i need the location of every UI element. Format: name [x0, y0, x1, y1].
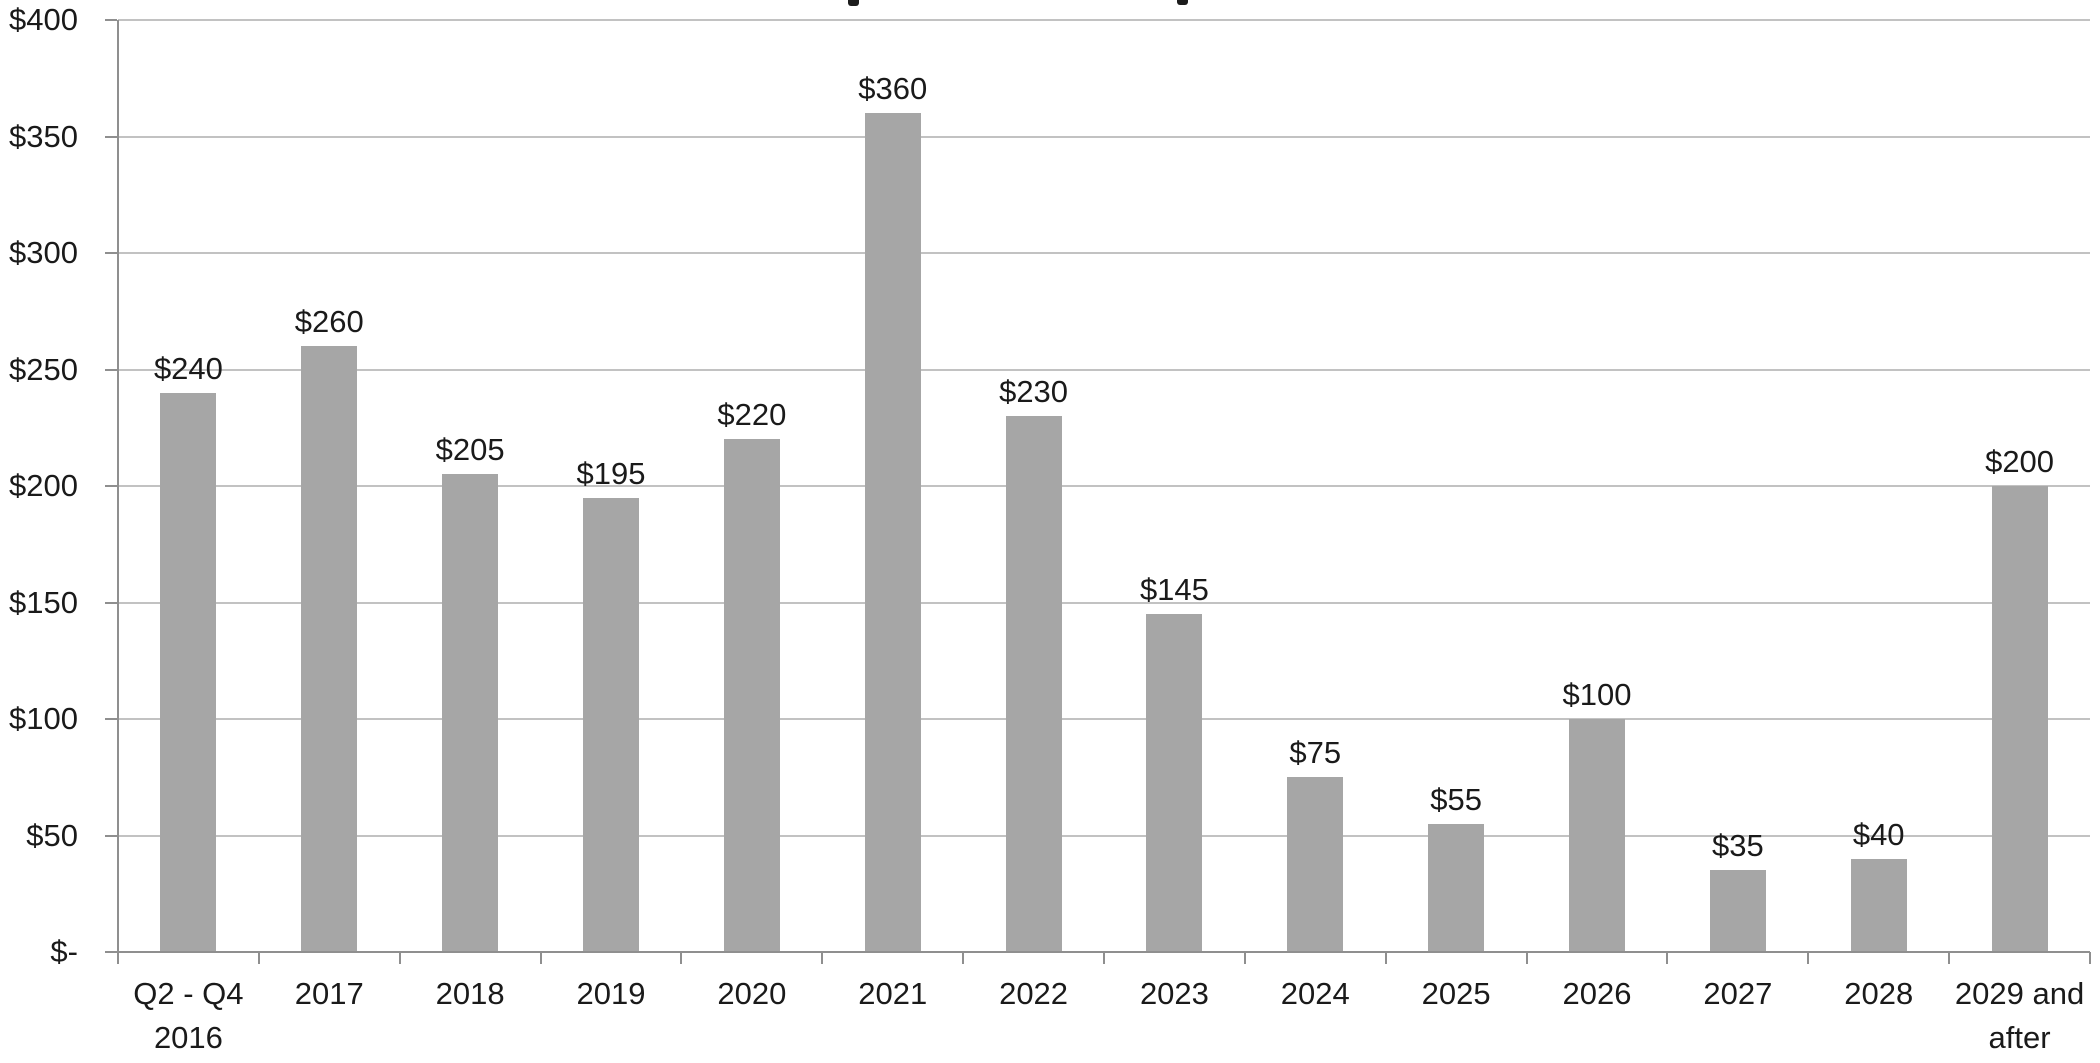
bar-value-label: $55 [1430, 781, 1482, 817]
y-axis-line [117, 20, 119, 952]
bar-value-label: $145 [1139, 572, 1209, 608]
x-axis-tick [821, 952, 824, 964]
x-axis-category-label: 2018 [435, 976, 505, 1011]
y-axis-tick-label: $150 [9, 584, 78, 620]
y-axis-tick [105, 834, 117, 837]
x-axis-tick [1948, 952, 1951, 964]
bar-value-label: $40 [1852, 816, 1905, 852]
gridline [118, 485, 2090, 487]
bar [1005, 416, 1062, 952]
bar [1709, 870, 1766, 952]
bar-value-label: $195 [576, 455, 646, 491]
y-axis-tick [105, 718, 117, 720]
x-axis-category-label: 2022 [999, 976, 1069, 1011]
y-axis-tick [105, 368, 117, 371]
gridline [118, 834, 2090, 837]
x-axis-tick [1666, 952, 1669, 964]
bar-value-label: $230 [999, 374, 1069, 410]
x-axis-category-label: Q2 - Q4 2016 [133, 976, 244, 1055]
y-axis-tick [105, 252, 117, 254]
x-axis-category-label: 2020 [717, 976, 787, 1011]
x-axis-tick [962, 952, 965, 964]
y-axis-tick-label: $400 [9, 2, 78, 37]
bar [864, 113, 921, 952]
gridline [118, 135, 2090, 138]
bar-value-label: $75 [1289, 735, 1342, 771]
y-axis-tick-label: $50 [26, 817, 78, 853]
x-axis-category-label: 2019 [576, 976, 646, 1011]
bar-value-label: $220 [717, 397, 787, 433]
bar [1287, 777, 1344, 952]
bar-value-label: $360 [858, 71, 928, 107]
x-axis-tick [398, 952, 401, 964]
x-axis-tick [1525, 952, 1528, 964]
bar [160, 392, 217, 952]
gridline [118, 252, 2090, 254]
gridline [118, 718, 2090, 720]
cropped-title-fragment [848, 0, 859, 6]
bar [1146, 614, 1203, 952]
x-axis-tick [680, 952, 683, 964]
bar-value-label: $100 [1562, 677, 1632, 712]
y-axis-tick-label: $- [50, 934, 78, 969]
x-axis-tick [539, 952, 542, 964]
x-axis-tick [1807, 952, 1810, 964]
gridline [118, 19, 2090, 21]
x-axis-category-label: 2023 [1139, 976, 1209, 1011]
x-axis-category-label: 2025 [1421, 976, 1491, 1011]
bar [442, 474, 499, 952]
y-axis-tick [105, 135, 117, 138]
bar [1850, 858, 1907, 952]
x-axis-category-label: 2028 [1844, 976, 1914, 1011]
x-axis-tick [1243, 952, 1246, 964]
bar-value-label: $35 [1711, 828, 1764, 864]
cropped-title-fragment [1177, 0, 1188, 5]
x-axis-category-label: 2029 and after [1954, 976, 2085, 1055]
x-axis-category-label: 2017 [294, 976, 364, 1011]
bar [723, 439, 780, 952]
gridline [118, 601, 2090, 604]
y-axis-tick-label: $350 [9, 118, 78, 154]
y-axis-tick [105, 19, 117, 21]
gridline [118, 368, 2090, 371]
x-axis-category-label: 2021 [858, 976, 928, 1011]
x-axis-category-label: 2026 [1562, 976, 1632, 1011]
bar-value-label: $200 [1985, 444, 2055, 479]
y-axis-tick [105, 951, 117, 953]
x-axis-tick [1384, 952, 1387, 964]
x-axis-tick [1103, 952, 1105, 964]
x-axis-category-label: 2027 [1703, 976, 1773, 1011]
x-axis-tick [117, 952, 119, 964]
x-axis-tick [257, 952, 260, 964]
bar [583, 497, 639, 952]
x-axis-category-label: 2024 [1280, 976, 1350, 1011]
bar [1991, 486, 2048, 952]
y-axis-tick [105, 601, 117, 604]
y-axis-tick-label: $300 [9, 235, 78, 270]
y-axis-tick-label: $100 [9, 701, 78, 736]
bar [301, 346, 358, 952]
x-axis-tick [2089, 952, 2091, 964]
bar [1569, 719, 1625, 952]
y-axis-tick [105, 485, 117, 487]
bar [1428, 823, 1485, 952]
bar-value-label: $205 [435, 432, 505, 468]
y-axis-tick-label: $200 [9, 468, 78, 503]
y-axis-tick-label: $250 [9, 351, 78, 387]
bar-value-label: $260 [294, 304, 364, 340]
bar-value-label: $240 [153, 350, 223, 386]
